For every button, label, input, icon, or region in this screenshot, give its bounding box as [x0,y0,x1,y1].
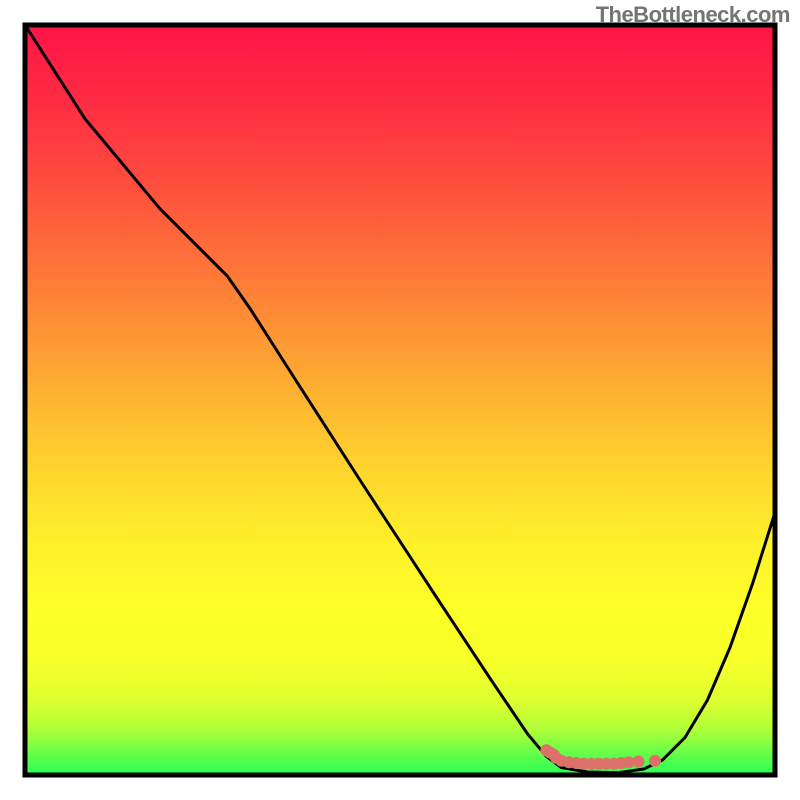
optimal-dot [649,755,661,767]
watermark: TheBottleneck.com [596,2,790,28]
chart-container: { "watermark": { "text": "TheBottleneck.… [0,0,800,800]
optimal-dot [633,756,645,768]
bottleneck-chart [0,0,800,800]
gradient-background [25,25,775,775]
